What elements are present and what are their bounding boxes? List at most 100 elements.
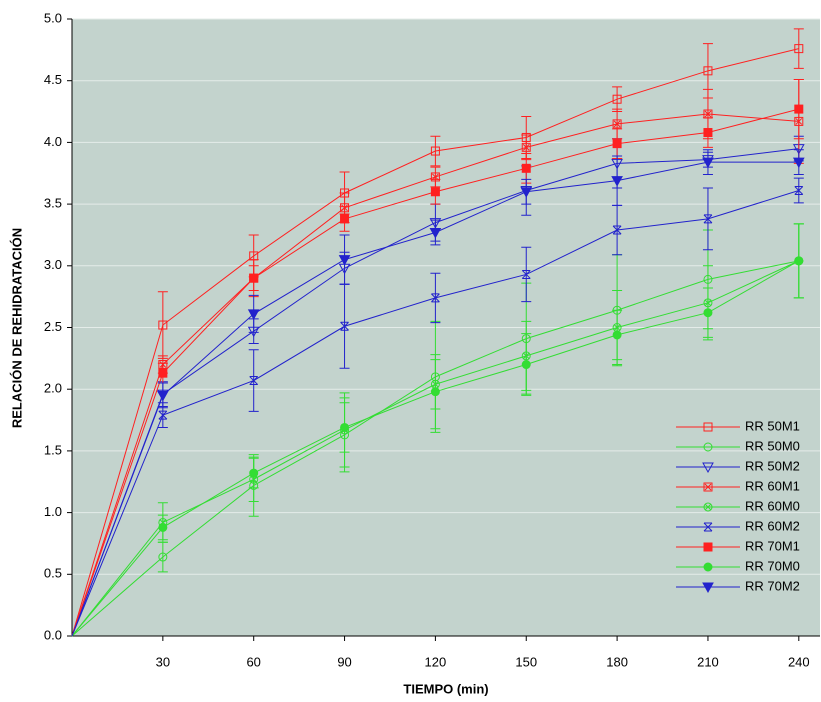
marker-shape: [158, 522, 168, 532]
marker: [703, 422, 713, 432]
marker-shape: [430, 187, 440, 197]
x-tick-label: 30: [156, 654, 170, 669]
marker: [158, 368, 168, 378]
legend-marker: [703, 502, 713, 512]
marker: [792, 157, 805, 169]
marker: [247, 309, 260, 320]
legend-label: RR 70M0: [745, 558, 800, 573]
marker: [703, 482, 713, 492]
marker-shape: [703, 442, 713, 452]
marker-shape: [702, 582, 714, 594]
y-axis-title: RELACIÓN DE REHIDRATACIÓN: [9, 228, 24, 428]
marker-shape: [703, 542, 713, 552]
legend-marker: [702, 582, 714, 594]
marker-shape: [703, 522, 713, 532]
marker: [521, 163, 531, 173]
marker: [429, 218, 442, 229]
marker: [340, 422, 350, 432]
marker-shape: [429, 218, 442, 229]
series-line: [71, 48, 799, 637]
marker-shape: [611, 176, 623, 187]
y-tick-label: 2.0: [44, 381, 62, 396]
marker-shape: [794, 186, 804, 196]
marker: [158, 410, 168, 420]
marker: [612, 119, 622, 129]
marker: [520, 187, 533, 198]
marker: [249, 376, 259, 386]
marker-shape: [340, 321, 349, 331]
marker-shape: [247, 309, 260, 320]
marker: [521, 269, 531, 279]
legend-label: RR 50M1: [745, 418, 800, 433]
x-tick-label: 210: [697, 654, 719, 669]
marker: [157, 390, 169, 402]
y-tick-label: 0.5: [44, 566, 62, 581]
marker: [340, 321, 349, 331]
legend-label: RR 60M2: [745, 518, 800, 533]
marker-shape: [430, 146, 440, 156]
legend-label: RR 50M0: [745, 438, 800, 453]
marker-shape: [703, 482, 713, 492]
x-tick-label: 60: [246, 654, 260, 669]
marker: [703, 214, 713, 224]
marker-shape: [794, 104, 804, 114]
marker-shape: [612, 119, 622, 129]
marker: [703, 128, 713, 138]
marker: [703, 562, 713, 572]
marker: [431, 293, 440, 303]
marker-shape: [612, 139, 622, 149]
marker-shape: [249, 468, 259, 478]
marker-shape: [702, 462, 714, 474]
marker: [702, 582, 714, 594]
marker-shape: [430, 387, 440, 397]
marker: [521, 360, 531, 370]
marker-shape: [612, 330, 622, 340]
marker-shape: [340, 214, 350, 224]
marker-shape: [703, 66, 713, 76]
marker-shape: [792, 157, 805, 169]
marker: [430, 187, 440, 197]
y-tick-label: 5.0: [44, 10, 62, 25]
x-tick-label: 90: [337, 654, 351, 669]
marker-shape: [612, 94, 622, 104]
marker-shape: [702, 157, 714, 169]
marker: [158, 320, 168, 330]
marker: [703, 522, 713, 532]
error-bar: [793, 28, 804, 69]
marker-shape: [794, 44, 804, 54]
marker: [158, 552, 168, 562]
marker-shape: [158, 320, 168, 330]
marker: [702, 462, 714, 474]
marker: [703, 442, 713, 452]
marker: [794, 44, 804, 54]
marker: [521, 142, 531, 152]
marker: [612, 330, 622, 340]
marker: [429, 227, 442, 239]
marker: [430, 387, 440, 397]
y-tick-label: 4.5: [44, 72, 62, 87]
marker: [794, 186, 804, 196]
marker: [794, 104, 804, 114]
marker-shape: [703, 502, 713, 512]
marker: [703, 542, 713, 552]
marker-shape: [521, 163, 531, 173]
legend-marker: [703, 562, 713, 572]
marker: [249, 273, 259, 283]
marker: [703, 308, 713, 318]
marker-shape: [703, 214, 713, 224]
legend-marker: [703, 522, 713, 532]
y-tick-label: 3.0: [44, 257, 62, 272]
legend-label: RR 50M2: [745, 458, 800, 473]
x-tick-label: 120: [425, 654, 447, 669]
marker: [612, 94, 622, 104]
marker-cross: [522, 143, 530, 151]
marker-shape: [249, 376, 259, 386]
marker-shape: [431, 293, 440, 303]
y-tick-label: 1.5: [44, 442, 62, 457]
y-tick-label: 0.0: [44, 627, 62, 642]
marker: [338, 255, 351, 266]
marker-shape: [703, 308, 713, 318]
marker: [703, 66, 713, 76]
legend-label: RR 70M1: [745, 538, 800, 553]
